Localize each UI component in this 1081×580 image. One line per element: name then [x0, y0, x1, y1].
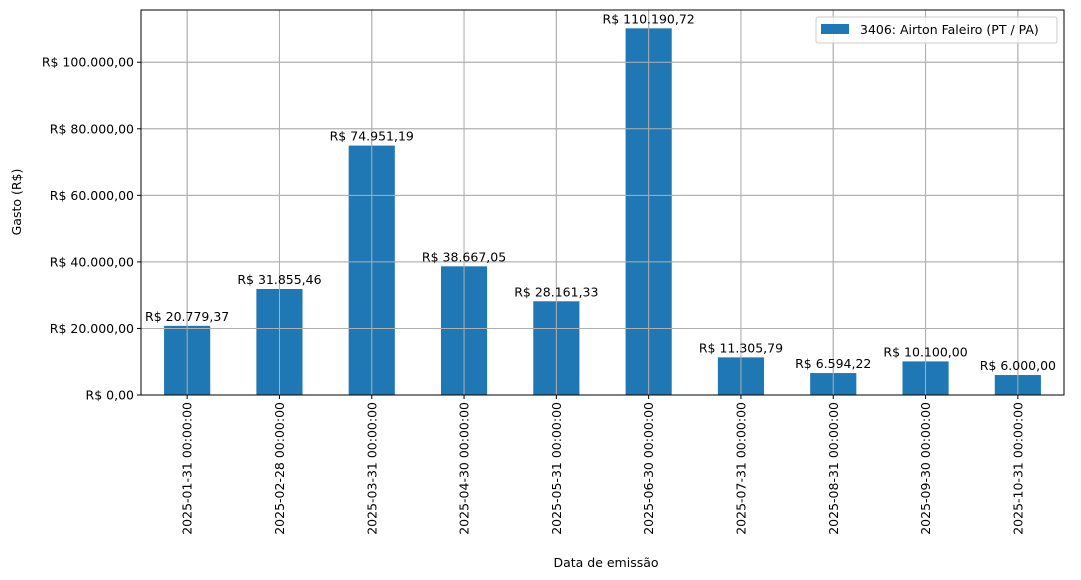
- bar-value-label: R$ 20.779,37: [145, 309, 229, 324]
- x-tick-label: 2025-04-30 00:00:00: [457, 402, 472, 535]
- bar-value-label: R$ 10.100,00: [883, 344, 967, 359]
- x-tick-label: 2025-01-31 00:00:00: [180, 402, 195, 535]
- y-tick-label: R$ 20.000,00: [50, 321, 134, 336]
- y-axis-ticks: R$ 0,00 R$ 20.000,00 R$ 40.000,00 R$ 60.000…: [42, 55, 141, 403]
- bars: [164, 28, 1041, 396]
- x-tick-label: 2025-02-28 00:00:00: [272, 402, 287, 535]
- x-tick-label: 2025-05-31 00:00:00: [549, 402, 564, 535]
- y-tick-label: R$ 80.000,00: [50, 121, 134, 136]
- axes-frame: [140, 9, 1065, 396]
- x-axis-ticks: 2025-01-31 00:00:00 2025-02-28 00:00:00 20…: [180, 395, 1025, 535]
- x-tick-label: 2025-06-30 00:00:00: [641, 402, 656, 535]
- bar-value-label: R$ 31.855,46: [237, 272, 321, 287]
- y-tick-label: R$ 0,00: [86, 388, 134, 403]
- x-tick-label: 2025-03-31 00:00:00: [364, 402, 379, 535]
- y-tick-label: R$ 40.000,00: [50, 254, 134, 269]
- bar-value-label: R$ 6.000,00: [980, 358, 1056, 373]
- grid-lines-overlay: [141, 10, 1064, 396]
- legend-label: 3406: Airton Faleiro (PT / PA): [860, 22, 1039, 37]
- y-tick-label: R$ 60.000,00: [50, 188, 134, 203]
- bar-value-labels: R$ 20.779,37 R$ 31.855,46 R$ 74.951,19 R$ 3…: [145, 11, 1056, 373]
- legend-swatch: [821, 24, 849, 34]
- x-tick-label: 2025-09-30 00:00:00: [918, 402, 933, 535]
- legend: 3406: Airton Faleiro (PT / PA): [815, 16, 1058, 44]
- x-tick-label: 2025-08-31 00:00:00: [826, 402, 841, 535]
- bar-value-label: R$ 38.667,05: [422, 249, 506, 264]
- x-tick-label: 2025-10-31 00:00:00: [1010, 402, 1025, 535]
- y-axis-label: Gasto (R$): [9, 169, 24, 236]
- x-axis-label: Data de emissão: [553, 555, 658, 570]
- y-tick-label: R$ 100.000,00: [42, 55, 134, 70]
- bar-value-label: R$ 11.305,79: [699, 340, 783, 355]
- bar-value-label: R$ 110.190,72: [603, 11, 695, 26]
- bar-value-label: R$ 6.594,22: [795, 356, 871, 371]
- legend-box: [815, 16, 1058, 44]
- bar-value-label: R$ 28.161,33: [514, 284, 598, 299]
- x-tick-label: 2025-07-31 00:00:00: [733, 402, 748, 535]
- bar-value-label: R$ 74.951,19: [330, 129, 414, 144]
